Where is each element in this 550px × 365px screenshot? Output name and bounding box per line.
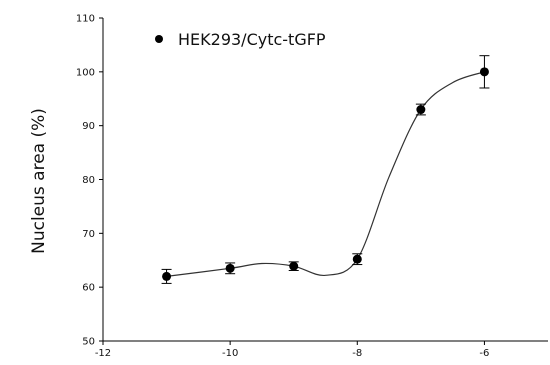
x-tick-label: -12 [95,348,111,359]
y-tick-label: 60 [82,283,95,294]
data-point [479,67,489,77]
legend-label: HEK293/Cytc-tGFP [178,30,326,49]
data-point [289,261,299,271]
y-tick-label: 80 [82,175,95,186]
legend-marker [155,35,163,43]
x-tick-label: -8 [352,348,362,359]
y-tick-label: 100 [76,67,95,78]
y-tick-label: 90 [82,121,95,132]
data-point [162,271,172,281]
y-tick-label: 50 [82,337,95,348]
x-axis-ticks: -12 -10 -8 -6 [95,341,489,359]
data-point [416,105,426,115]
y-tick-label: 70 [82,229,95,240]
fit-curve [166,71,485,277]
x-tick-label: -6 [479,348,489,359]
y-tick-label: 110 [76,14,95,25]
y-axis-label: Nucleus area (%) [29,108,49,254]
data-point [225,263,235,273]
data-points [162,67,489,281]
y-axis-ticks: 50 60 70 80 90 100 110 [76,14,103,348]
data-point [352,254,362,264]
axes [102,18,548,342]
legend: HEK293/Cytc-tGFP [155,30,326,49]
x-tick-label: -10 [222,348,238,359]
